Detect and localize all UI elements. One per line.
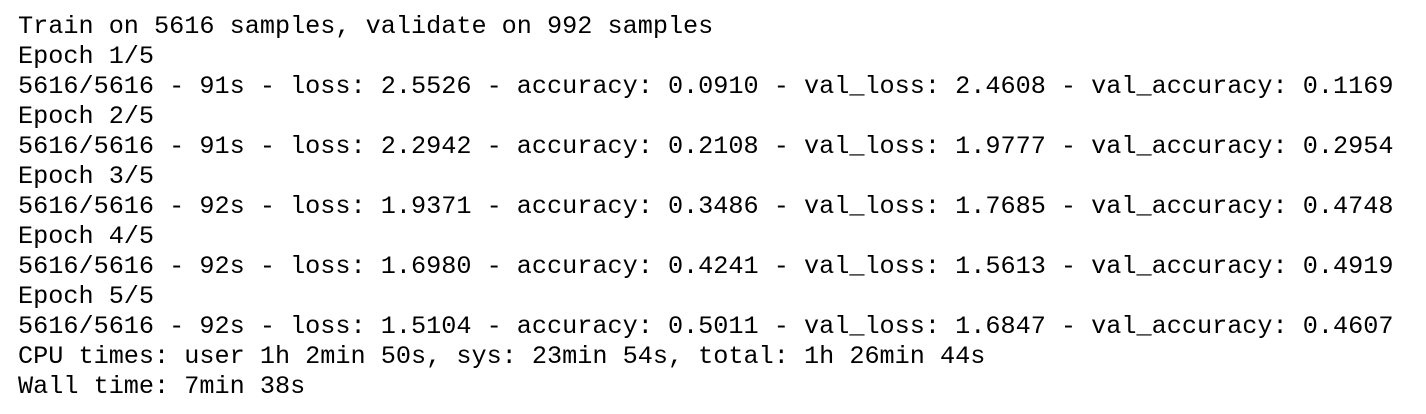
output-line: 5616/5616 - 91s - loss: 2.5526 - accurac… bbox=[18, 72, 1394, 101]
output-line: Epoch 1/5 bbox=[18, 42, 155, 71]
output-line: Train on 5616 samples, validate on 992 s… bbox=[18, 12, 714, 41]
output-line: Epoch 4/5 bbox=[18, 222, 155, 251]
output-line: Epoch 5/5 bbox=[18, 282, 155, 311]
output-line: 5616/5616 - 91s - loss: 2.2942 - accurac… bbox=[18, 132, 1394, 161]
output-line: 5616/5616 - 92s - loss: 1.9371 - accurac… bbox=[18, 192, 1394, 221]
output-line: 5616/5616 - 92s - loss: 1.6980 - accurac… bbox=[18, 252, 1394, 281]
output-line: CPU times: user 1h 2min 50s, sys: 23min … bbox=[18, 342, 986, 371]
output-line: Epoch 2/5 bbox=[18, 102, 155, 131]
output-line: Wall time: 7min 38s bbox=[18, 372, 306, 401]
output-line: 5616/5616 - 92s - loss: 1.5104 - accurac… bbox=[18, 312, 1394, 341]
output-line: Epoch 3/5 bbox=[18, 162, 155, 191]
